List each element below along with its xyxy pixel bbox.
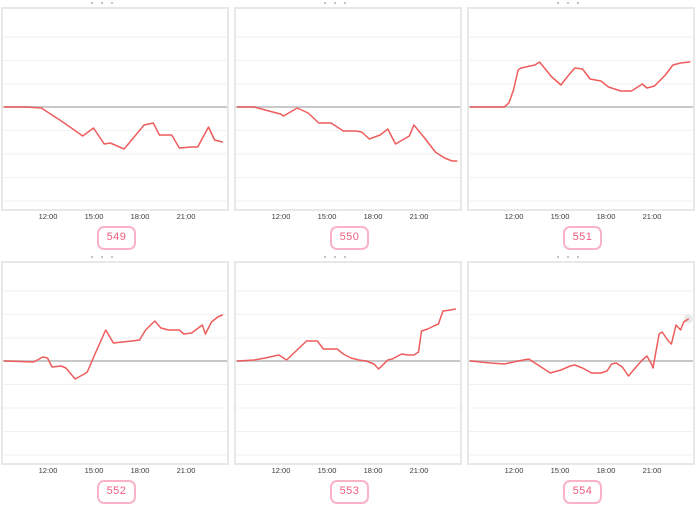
x-axis: 12:00 15:00 18:00 21:00 xyxy=(466,212,699,223)
x-axis: 12:00 15:00 18:00 21:00 xyxy=(0,212,233,223)
x-axis: 12:00 15:00 18:00 21:00 xyxy=(233,466,466,477)
x-tick-label: 21:00 xyxy=(176,212,196,221)
x-tick-label: 18:00 xyxy=(596,466,616,475)
x-tick-label: 15:00 xyxy=(317,466,337,475)
x-tick-label: 18:00 xyxy=(363,466,383,475)
x-tick-label: 15:00 xyxy=(84,212,104,221)
chart-id-badge[interactable]: 554 xyxy=(562,480,603,505)
chart-id-badge[interactable]: 551 xyxy=(562,226,603,251)
x-axis: 12:00 15:00 18:00 21:00 xyxy=(0,466,233,477)
x-axis: 12:00 15:00 18:00 21:00 xyxy=(233,212,466,223)
clipped-chart-title xyxy=(553,255,613,259)
x-tick-label: 15:00 xyxy=(550,212,570,221)
x-tick-label: 12:00 xyxy=(38,212,58,221)
clipped-chart-title xyxy=(320,255,380,259)
badge-row: 550 xyxy=(233,226,466,251)
x-tick-label: 15:00 xyxy=(317,212,337,221)
clipped-chart-title xyxy=(320,1,380,5)
x-tick-label: 18:00 xyxy=(596,212,616,221)
chart-cell-550: 12:00 15:00 18:00 21:00 550 xyxy=(233,0,466,254)
chart-cell-551: 12:00 15:00 18:00 21:00 551 xyxy=(466,0,700,254)
badge-row: 553 xyxy=(233,480,466,505)
x-tick-label: 12:00 xyxy=(271,212,291,221)
x-tick-label: 18:00 xyxy=(130,212,150,221)
badge-row: 552 xyxy=(0,480,233,505)
chart-id-badge[interactable]: 550 xyxy=(329,226,370,251)
chart-id-badge[interactable]: 553 xyxy=(329,480,370,505)
x-tick-label: 15:00 xyxy=(550,466,570,475)
clipped-chart-title xyxy=(87,1,147,5)
x-tick-label: 12:00 xyxy=(504,466,524,475)
x-tick-label: 12:00 xyxy=(38,466,58,475)
chart-canvas[interactable] xyxy=(1,260,229,466)
chart-cell-554: 12:00 15:00 18:00 21:00 554 xyxy=(466,254,700,508)
x-tick-label: 21:00 xyxy=(642,212,662,221)
chart-canvas[interactable] xyxy=(467,6,695,212)
chart-cell-553: 12:00 15:00 18:00 21:00 553 xyxy=(233,254,466,508)
chart-cell-552: 12:00 15:00 18:00 21:00 552 xyxy=(0,254,233,508)
x-tick-label: 18:00 xyxy=(363,212,383,221)
badge-row: 554 xyxy=(466,480,699,505)
chart-canvas[interactable] xyxy=(1,6,229,212)
chart-id-badge[interactable]: 552 xyxy=(96,480,137,505)
badge-row: 551 xyxy=(466,226,699,251)
clipped-chart-title xyxy=(87,255,147,259)
chart-id-badge[interactable]: 549 xyxy=(96,226,137,251)
x-axis: 12:00 15:00 18:00 21:00 xyxy=(466,466,699,477)
chart-canvas[interactable] xyxy=(467,260,695,466)
x-tick-label: 21:00 xyxy=(642,466,662,475)
clipped-chart-title xyxy=(553,1,613,5)
chart-cell-549: 12:00 15:00 18:00 21:00 549 xyxy=(0,0,233,254)
x-tick-label: 12:00 xyxy=(271,466,291,475)
x-tick-label: 15:00 xyxy=(84,466,104,475)
chart-canvas[interactable] xyxy=(234,260,462,466)
x-tick-label: 21:00 xyxy=(409,466,429,475)
x-tick-label: 21:00 xyxy=(409,212,429,221)
badge-row: 549 xyxy=(0,226,233,251)
x-tick-label: 21:00 xyxy=(176,466,196,475)
x-tick-label: 18:00 xyxy=(130,466,150,475)
chart-canvas[interactable] xyxy=(234,6,462,212)
x-tick-label: 12:00 xyxy=(504,212,524,221)
